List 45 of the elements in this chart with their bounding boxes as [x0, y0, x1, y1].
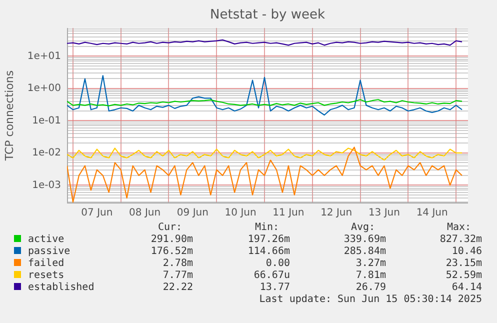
legend-label: passive: [27, 246, 70, 258]
x-tick-label: 10 Jun: [224, 208, 256, 219]
chart-title: Netstat - by week: [210, 7, 326, 22]
x-tick-label: 07 Jun: [81, 208, 113, 219]
text: 26.79: [356, 282, 386, 294]
text: 291.90m: [150, 234, 193, 246]
x-tick-label: 14 Jun: [416, 208, 448, 219]
text: Last update: Sun Jun 15 05:30:14 2025: [259, 294, 482, 306]
text: 22.22: [162, 282, 193, 294]
y-tick-label: 1e+00: [27, 83, 61, 94]
text: 7.77m: [162, 270, 193, 282]
text: 197.26m: [248, 234, 290, 246]
text: Min:: [254, 222, 280, 234]
text: 285.84m: [344, 246, 386, 258]
x-tick-label: 09 Jun: [176, 208, 208, 219]
y-axis-title: TCP connections: [2, 70, 16, 162]
text: 10.46: [452, 246, 482, 258]
text: Max:: [446, 222, 472, 234]
legend-label: failed: [27, 258, 64, 270]
y-tick-label: 1e-03: [32, 180, 61, 191]
text: 52.59m: [446, 270, 482, 282]
text: 176.52m: [150, 246, 193, 258]
text: 3.27m: [356, 258, 386, 270]
text: 64.14: [452, 282, 482, 294]
x-tick-label: 12 Jun: [320, 208, 352, 219]
text: 66.67u: [254, 270, 290, 282]
legend-label: resets: [27, 270, 64, 282]
text: 114.66m: [248, 246, 290, 258]
text: 339.69m: [344, 234, 386, 246]
y-tick-label: 1e-02: [32, 148, 61, 159]
y-tick-label: 1e+01: [27, 50, 61, 62]
text: 0.00: [266, 258, 290, 270]
text: Avg:: [350, 222, 376, 234]
legend-label: established: [27, 282, 94, 294]
text: 13.77: [260, 282, 290, 294]
text: 23.15m: [446, 258, 482, 270]
text: Cur:: [156, 222, 184, 234]
x-tick-label: 08 Jun: [129, 208, 161, 219]
x-tick-label: 13 Jun: [368, 208, 400, 219]
y-tick-label: 1e-01: [32, 115, 61, 126]
text: 827.32m: [440, 234, 482, 246]
text: 2.78m: [162, 258, 193, 270]
x-tick-label: 11 Jun: [272, 208, 304, 219]
legend-label: active: [27, 234, 64, 246]
text: 7.81m: [356, 270, 386, 282]
